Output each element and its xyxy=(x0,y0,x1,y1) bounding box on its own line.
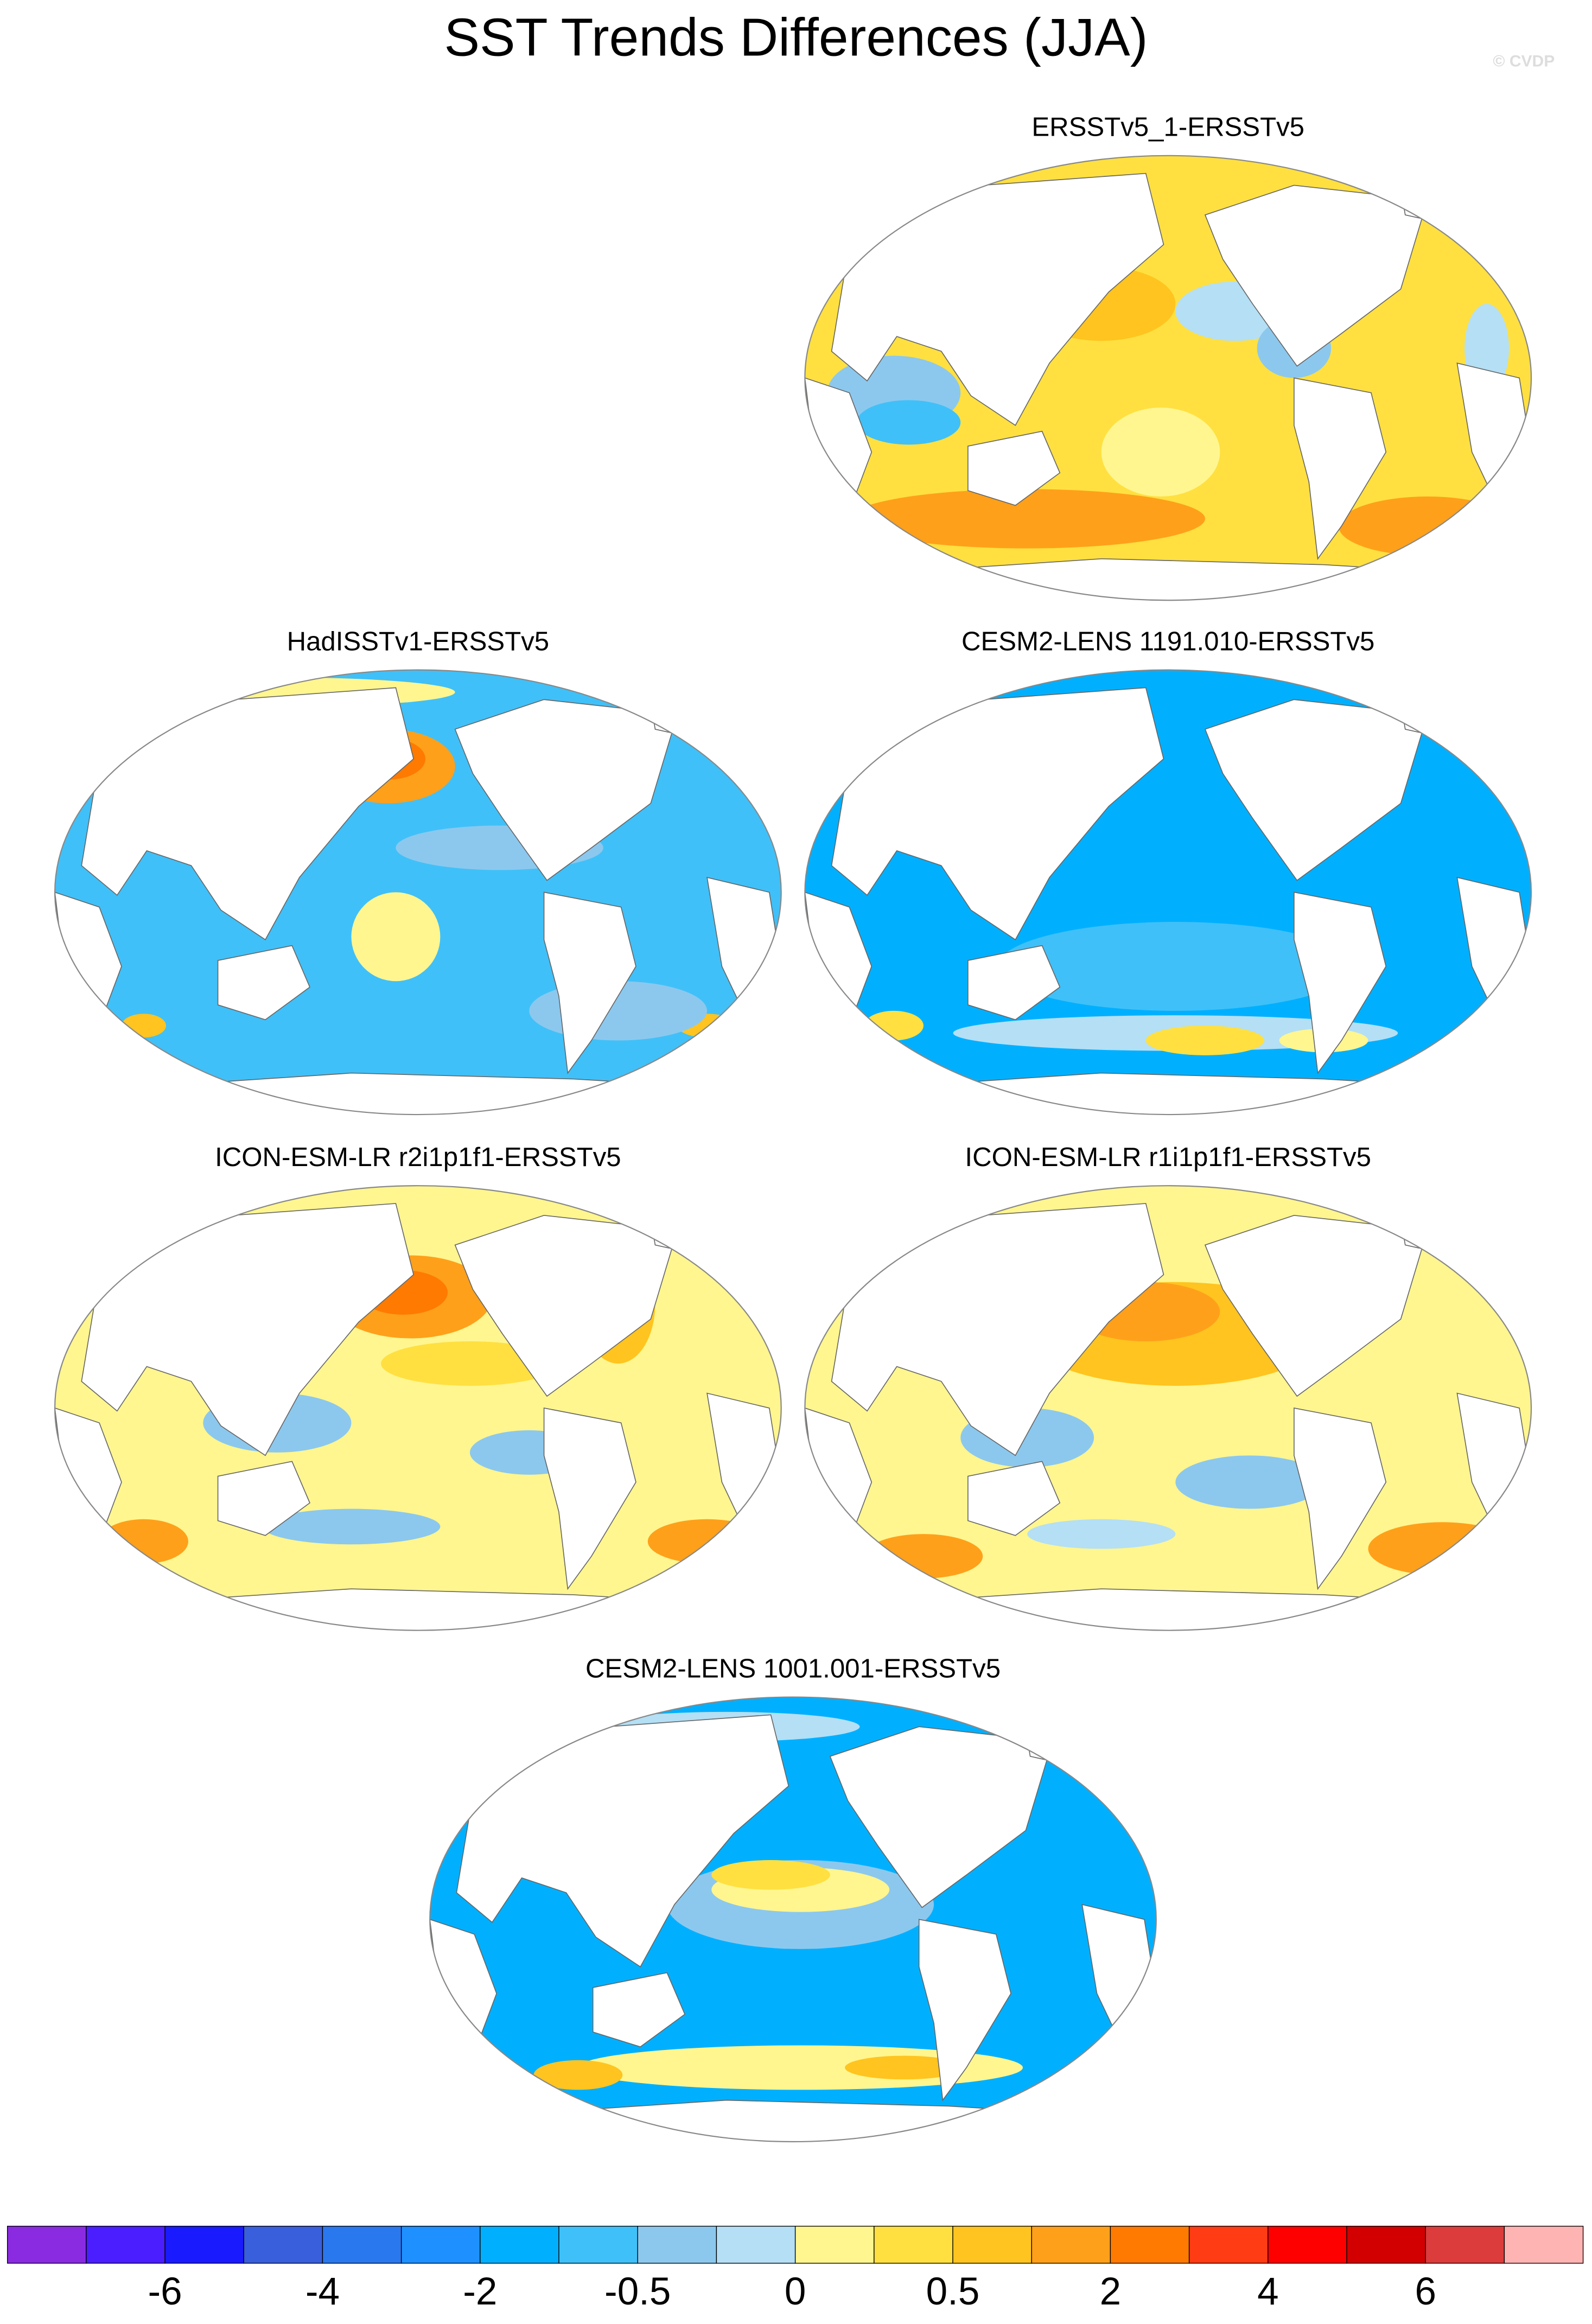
colorbar-box xyxy=(716,2226,796,2264)
colorbar-label: -2 xyxy=(463,2270,497,2313)
colorbar-box xyxy=(794,2226,875,2264)
figure-title: SST Trends Differences (JJA) xyxy=(444,7,1148,67)
colorbar: -6 -4 -2 -0.5 0 0.5 2 4 6 xyxy=(7,2226,1584,2313)
trend-region xyxy=(381,1341,559,1386)
panel-title: ICON-ESM-LR r1i1p1f1-ERSSTv5 xyxy=(965,1142,1371,1172)
map-outline xyxy=(804,669,1532,1116)
trend-region xyxy=(99,1519,188,1564)
trend-region xyxy=(1338,496,1517,556)
watermark: © CVDP xyxy=(1493,53,1555,71)
colorbar-box xyxy=(86,2226,165,2264)
panel-title: CESM2-LENS 1001.001-ERSSTv5 xyxy=(585,1653,1001,1683)
panel-title: ERSSTv5_1-ERSSTv5 xyxy=(1031,112,1304,142)
trend-region xyxy=(857,400,961,445)
colorbar-box xyxy=(7,2226,87,2264)
map-field xyxy=(805,670,1531,1115)
trend-region xyxy=(533,2060,623,2090)
colorbar-box xyxy=(164,2226,244,2264)
colorbar-box xyxy=(243,2226,323,2264)
map xyxy=(429,1696,1157,2143)
colorbar-label: 0 xyxy=(785,2270,806,2313)
trend-region xyxy=(262,1508,441,1545)
trend-region xyxy=(351,892,441,982)
trend-region xyxy=(864,1010,924,1041)
map-outline xyxy=(54,669,782,1116)
trend-region xyxy=(845,2055,964,2080)
map-field xyxy=(55,1186,781,1631)
colorbar-box xyxy=(1031,2226,1111,2264)
panel-title: HadISSTv1-ERSSTv5 xyxy=(287,626,550,656)
colorbar-label: -0.5 xyxy=(604,2270,671,2313)
colorbar-label: 4 xyxy=(1257,2270,1279,2313)
colorbar-label: 2 xyxy=(1100,2270,1122,2313)
map-field xyxy=(805,155,1531,601)
trend-region xyxy=(711,1860,830,1890)
panel-title: ICON-ESM-LR r2i1p1f1-ERSSTv5 xyxy=(215,1142,621,1172)
colorbar-box xyxy=(400,2226,481,2264)
map xyxy=(804,155,1532,601)
colorbar-box xyxy=(480,2226,559,2264)
trend-region xyxy=(849,489,1205,549)
colorbar-box xyxy=(952,2226,1032,2264)
colorbar-label: 6 xyxy=(1415,2270,1436,2313)
colorbar-box xyxy=(558,2226,638,2264)
panel-title: CESM2-LENS 1191.010-ERSSTv5 xyxy=(961,626,1374,656)
map-field xyxy=(805,1186,1531,1631)
trend-region xyxy=(1175,1455,1324,1509)
map xyxy=(804,1185,1532,1631)
colorbar-label: -6 xyxy=(148,2270,182,2313)
colorbar-box xyxy=(637,2226,717,2264)
map-outline xyxy=(804,155,1532,601)
trend-region xyxy=(1101,408,1220,497)
map-field xyxy=(55,670,781,1115)
colorbar-label: 0.5 xyxy=(926,2270,980,2313)
map xyxy=(54,1185,782,1631)
colorbar-box xyxy=(322,2226,402,2264)
colorbar-box xyxy=(1188,2226,1269,2264)
panels: ERSSTv5_1-ERSSTv5 HadISSTv1-ERSSTv5 CESM2-… xyxy=(54,112,1532,2143)
trend-region xyxy=(997,921,1354,1011)
map xyxy=(54,669,782,1116)
trend-region xyxy=(647,1519,767,1564)
map-outline xyxy=(429,1696,1157,2143)
trend-region xyxy=(1368,1522,1517,1576)
colorbar-box xyxy=(1425,2226,1505,2264)
colorbar-box xyxy=(1268,2226,1347,2264)
map-outline xyxy=(54,1185,782,1631)
colorbar-box xyxy=(1504,2226,1584,2264)
trend-region xyxy=(1027,1519,1176,1549)
map-outline xyxy=(804,1185,1532,1631)
trend-region xyxy=(1145,1026,1265,1055)
colorbar-box xyxy=(874,2226,953,2264)
colorbar-box xyxy=(1110,2226,1190,2264)
colorbar-box xyxy=(1346,2226,1426,2264)
map xyxy=(804,669,1532,1116)
map-field xyxy=(430,1697,1156,2142)
colorbar-label: -4 xyxy=(305,2270,340,2313)
